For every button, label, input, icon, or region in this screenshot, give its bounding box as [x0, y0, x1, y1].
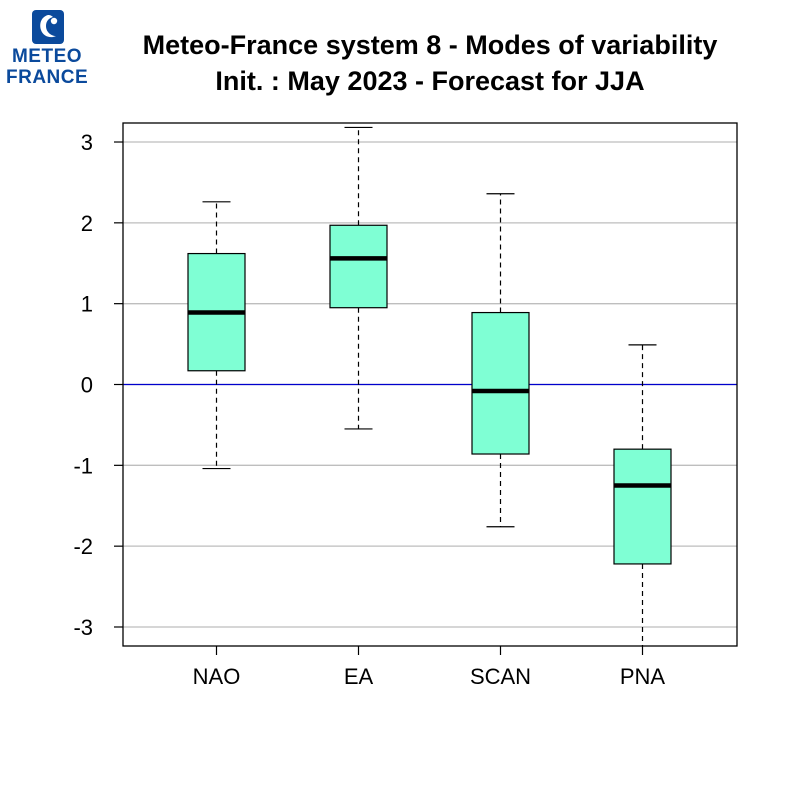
- x-tick-label: SCAN: [470, 664, 531, 689]
- plot-frame: [122, 122, 738, 647]
- box-scan: [471, 311, 530, 455]
- meteo-france-logo: METEO FRANCE: [6, 10, 88, 90]
- box-pna: [613, 448, 672, 565]
- y-tick-label: -2: [73, 534, 93, 559]
- chart-title: Meteo-France system 8 - Modes of variabi…: [142, 30, 718, 60]
- y-tick-label: 0: [81, 373, 93, 398]
- logo-text-meteo: METEO: [11, 46, 83, 67]
- x-tick-label: EA: [344, 664, 374, 689]
- logo-text-france: FRANCE: [6, 67, 89, 88]
- y-tick-label: -1: [73, 453, 93, 478]
- y-tick-label: 2: [81, 211, 93, 236]
- y-tick-label: 1: [81, 292, 93, 317]
- x-tick-label: PNA: [620, 664, 666, 689]
- y-tick-label: -3: [73, 615, 93, 640]
- y-tick-label: 3: [81, 130, 93, 155]
- x-tick-label: NAO: [193, 664, 241, 689]
- box-ea: [329, 224, 388, 309]
- meteo-france-logo-icon: [32, 10, 64, 44]
- chart-subtitle: Init. : May 2023 - Forecast for JJA: [215, 66, 645, 96]
